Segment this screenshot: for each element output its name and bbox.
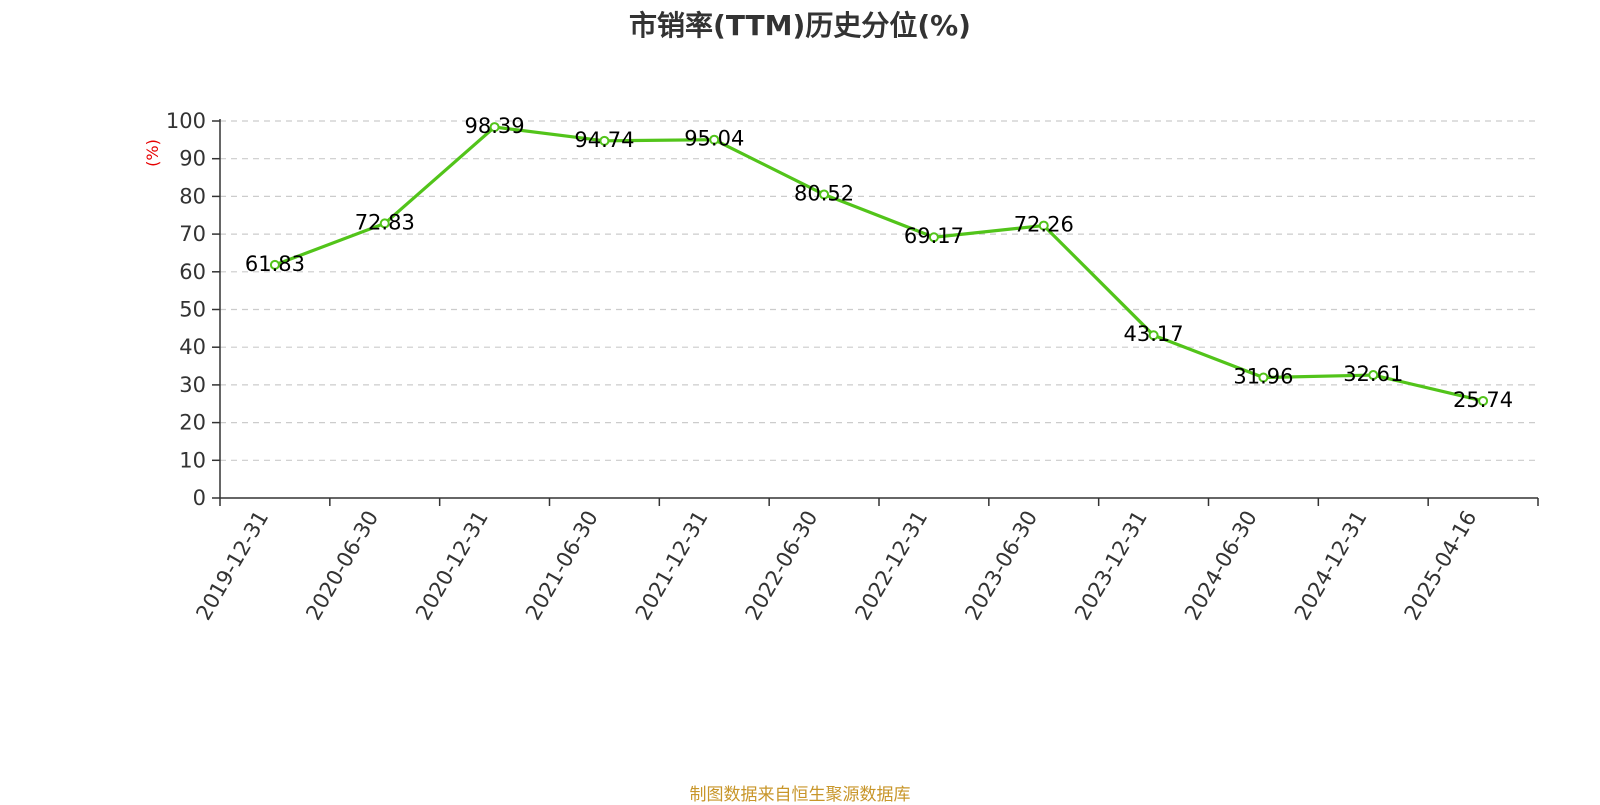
x-tick-label: 2020-12-31 — [411, 507, 493, 625]
data-label: 32.61 — [1343, 362, 1403, 386]
data-label: 72.26 — [1014, 213, 1074, 237]
source-note: 制图数据来自恒生聚源数据库 — [689, 785, 911, 805]
y-tick-label: 70 — [179, 222, 206, 246]
data-point — [1478, 395, 1489, 406]
data-point — [1148, 330, 1159, 341]
x-tick-label: 2022-06-30 — [741, 507, 823, 625]
y-tick-label: 30 — [179, 373, 206, 397]
y-tick-label: 20 — [179, 411, 206, 435]
data-point — [269, 259, 280, 270]
data-point — [928, 232, 939, 243]
x-tick-label: 2022-12-31 — [850, 507, 932, 625]
data-point — [709, 134, 720, 145]
x-tick-label: 2019-12-31 — [191, 507, 273, 625]
x-tick-label: 2024-06-30 — [1180, 507, 1262, 625]
data-point — [599, 135, 610, 146]
data-point — [1258, 372, 1269, 383]
y-tick-label: 80 — [179, 184, 206, 208]
data-label: 72.83 — [355, 210, 415, 234]
y-tick-label: 0 — [193, 486, 206, 510]
y-tick-label: 100 — [166, 109, 206, 133]
data-label: 95.04 — [684, 127, 744, 151]
data-point — [819, 189, 830, 200]
y-tick-label: 10 — [179, 448, 206, 472]
data-label: 61.83 — [245, 252, 305, 276]
data-point — [489, 122, 500, 133]
x-tick-label: 2025-04-16 — [1400, 507, 1482, 625]
data-label: 98.39 — [465, 114, 525, 138]
data-label: 94.74 — [574, 128, 634, 152]
chart-title: 市销率(TTM)历史分位(%) — [629, 9, 971, 42]
data-labels: 61.83 72.83 98.39 94.74 95.04 80.52 69.17 72.26… — [245, 114, 1513, 412]
data-point — [379, 218, 390, 229]
data-label: 69.17 — [904, 224, 964, 248]
x-tick-label: 2021-12-31 — [631, 507, 713, 625]
x-tick-label: 2024-12-31 — [1290, 507, 1372, 625]
x-tick-label: 2023-12-31 — [1070, 507, 1152, 625]
data-point — [1038, 220, 1049, 231]
series-line — [274, 125, 1484, 403]
y-tick-label: 40 — [179, 335, 206, 359]
y-tick-label: 50 — [179, 298, 206, 322]
x-tick-label: 2020-06-30 — [301, 507, 383, 625]
x-tick-label: 2023-06-30 — [960, 507, 1042, 625]
data-label: 80.52 — [794, 181, 854, 205]
data-label: 25.74 — [1453, 388, 1513, 412]
y-tick-label: 60 — [179, 260, 206, 284]
x-tick-label: 2021-06-30 — [521, 507, 603, 625]
data-label: 43.17 — [1124, 322, 1184, 346]
data-point — [1368, 370, 1379, 381]
y-tick-label: 90 — [179, 147, 206, 171]
data-label: 31.96 — [1233, 365, 1293, 389]
grid-lines — [220, 120, 1538, 461]
series-layer — [269, 122, 1489, 406]
y-axis-label: (%) — [143, 139, 162, 167]
